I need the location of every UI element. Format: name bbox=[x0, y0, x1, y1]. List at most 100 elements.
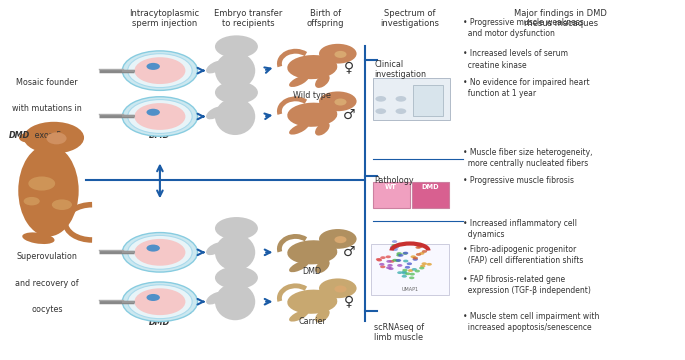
Circle shape bbox=[393, 259, 397, 262]
Circle shape bbox=[402, 269, 408, 271]
Circle shape bbox=[401, 271, 407, 273]
Text: DMD: DMD bbox=[149, 318, 171, 327]
Circle shape bbox=[319, 44, 357, 64]
Ellipse shape bbox=[287, 55, 337, 79]
Circle shape bbox=[421, 262, 427, 265]
Text: Clinical
investigation: Clinical investigation bbox=[374, 60, 426, 80]
FancyBboxPatch shape bbox=[413, 85, 443, 117]
Ellipse shape bbox=[314, 114, 337, 122]
Text: WT: WT bbox=[385, 184, 397, 189]
Circle shape bbox=[403, 252, 408, 255]
Circle shape bbox=[419, 252, 425, 255]
Ellipse shape bbox=[215, 98, 256, 135]
Circle shape bbox=[134, 57, 186, 84]
Text: and recovery of: and recovery of bbox=[15, 279, 79, 288]
Circle shape bbox=[397, 271, 403, 274]
Ellipse shape bbox=[206, 61, 224, 73]
FancyBboxPatch shape bbox=[373, 78, 450, 120]
Circle shape bbox=[134, 103, 186, 130]
Ellipse shape bbox=[287, 290, 337, 314]
Circle shape bbox=[427, 263, 432, 266]
Ellipse shape bbox=[315, 122, 329, 136]
Circle shape bbox=[375, 96, 386, 102]
FancyBboxPatch shape bbox=[412, 182, 449, 208]
Text: WT: WT bbox=[179, 122, 189, 128]
Circle shape bbox=[397, 252, 402, 255]
Circle shape bbox=[398, 254, 403, 257]
Circle shape bbox=[28, 176, 55, 190]
Circle shape bbox=[215, 217, 258, 240]
Circle shape bbox=[215, 35, 258, 58]
Circle shape bbox=[407, 262, 412, 265]
Circle shape bbox=[123, 233, 197, 272]
Circle shape bbox=[391, 244, 397, 247]
Ellipse shape bbox=[334, 51, 347, 58]
Text: • Increased levels of serum
  creatine kinase: • Increased levels of serum creatine kin… bbox=[463, 49, 569, 69]
Circle shape bbox=[134, 288, 186, 315]
Circle shape bbox=[412, 257, 418, 260]
Circle shape bbox=[380, 265, 386, 268]
Circle shape bbox=[419, 267, 425, 270]
Ellipse shape bbox=[18, 145, 79, 237]
Circle shape bbox=[412, 258, 418, 261]
Circle shape bbox=[386, 256, 391, 258]
Text: DMD: DMD bbox=[9, 131, 30, 140]
Circle shape bbox=[386, 266, 391, 269]
Ellipse shape bbox=[334, 236, 347, 243]
Circle shape bbox=[127, 285, 192, 319]
Circle shape bbox=[123, 97, 197, 136]
Circle shape bbox=[393, 246, 399, 249]
Ellipse shape bbox=[315, 260, 329, 273]
Circle shape bbox=[390, 246, 395, 249]
Ellipse shape bbox=[289, 310, 309, 321]
FancyBboxPatch shape bbox=[373, 182, 410, 208]
Circle shape bbox=[415, 246, 421, 249]
Text: Intracytoplasmic
sperm injection: Intracytoplasmic sperm injection bbox=[129, 9, 199, 28]
Circle shape bbox=[319, 278, 357, 298]
Ellipse shape bbox=[314, 252, 337, 260]
Circle shape bbox=[123, 282, 197, 321]
Ellipse shape bbox=[334, 285, 347, 293]
Circle shape bbox=[379, 263, 384, 266]
Ellipse shape bbox=[287, 103, 337, 127]
Text: • FAP fibrosis-related gene
  expression (TGF-β independent): • FAP fibrosis-related gene expression (… bbox=[463, 275, 591, 295]
Text: UMAP1: UMAP1 bbox=[401, 287, 419, 292]
Text: Spectrum of
investigations: Spectrum of investigations bbox=[380, 9, 439, 28]
Ellipse shape bbox=[206, 292, 224, 305]
Circle shape bbox=[416, 253, 421, 256]
Text: oocytes: oocytes bbox=[32, 305, 63, 314]
Circle shape bbox=[405, 272, 410, 275]
Circle shape bbox=[401, 275, 407, 278]
Circle shape bbox=[410, 273, 415, 275]
Circle shape bbox=[319, 229, 357, 249]
Circle shape bbox=[414, 243, 420, 246]
Circle shape bbox=[134, 239, 186, 266]
Text: ♂: ♂ bbox=[343, 108, 356, 122]
Text: Mosaic founder: Mosaic founder bbox=[16, 78, 78, 87]
Ellipse shape bbox=[215, 52, 256, 89]
Circle shape bbox=[127, 235, 192, 269]
Circle shape bbox=[420, 265, 425, 267]
Circle shape bbox=[23, 197, 40, 206]
Ellipse shape bbox=[47, 132, 66, 144]
Circle shape bbox=[396, 259, 401, 262]
Ellipse shape bbox=[22, 233, 55, 244]
Circle shape bbox=[380, 256, 386, 259]
Text: ♂: ♂ bbox=[343, 245, 356, 259]
Text: DMD: DMD bbox=[303, 267, 322, 276]
Text: Birth of
offspring: Birth of offspring bbox=[307, 9, 345, 28]
Ellipse shape bbox=[215, 234, 256, 271]
Ellipse shape bbox=[289, 123, 309, 135]
Circle shape bbox=[417, 246, 423, 248]
Circle shape bbox=[414, 270, 420, 273]
Text: Pathology: Pathology bbox=[374, 176, 414, 185]
FancyBboxPatch shape bbox=[371, 243, 449, 294]
Text: Superovulation: Superovulation bbox=[16, 252, 77, 261]
Text: • Progressive muscle weakness
  and motor dysfunction: • Progressive muscle weakness and motor … bbox=[463, 18, 584, 38]
Circle shape bbox=[147, 63, 160, 70]
Text: ♀: ♀ bbox=[344, 295, 354, 309]
Circle shape bbox=[147, 294, 160, 301]
Ellipse shape bbox=[206, 242, 224, 255]
Text: • Muscle fiber size heterogeneity,
  more centrally nucleated fibers: • Muscle fiber size heterogeneity, more … bbox=[463, 148, 593, 168]
Circle shape bbox=[395, 96, 406, 102]
